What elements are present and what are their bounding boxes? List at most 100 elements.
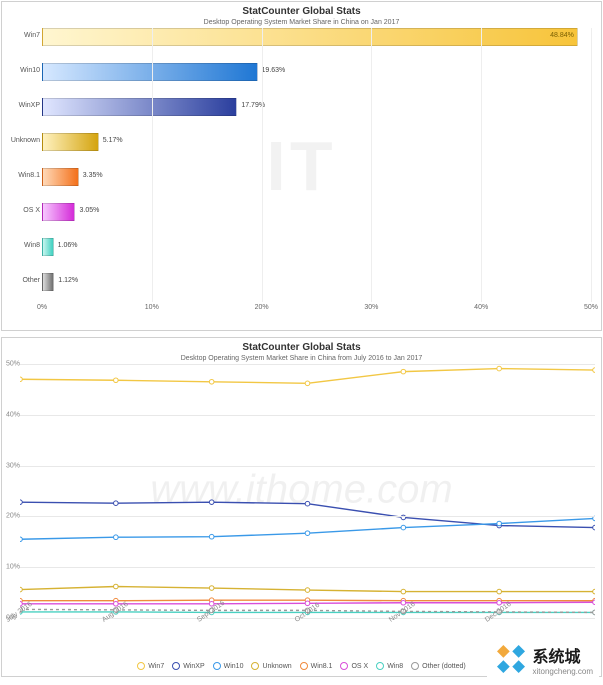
legend-swatch [172, 662, 180, 670]
bar-category-label: Unknown [4, 137, 40, 144]
bar-chart-subtitle: Desktop Operating System Market Share in… [2, 19, 601, 26]
line-y-tick: 40% [6, 411, 20, 418]
bar-category-label: OS X [4, 207, 40, 214]
series-marker [593, 525, 595, 530]
line-y-tick: 30% [6, 462, 20, 469]
bar-x-tick: 20% [255, 304, 269, 311]
bar-gridline [591, 28, 592, 302]
series-marker [401, 600, 406, 605]
bar-row: OS X3.05% [42, 203, 591, 223]
series-marker [209, 500, 214, 505]
legend-swatch [411, 662, 419, 670]
bar-chart-x-axis: 0%10%20%30%40%50% [42, 304, 591, 318]
line-chart-svg [20, 364, 595, 618]
brand-badge: 系统城 xitongcheng.com [487, 637, 599, 681]
legend-label: Other (dotted) [422, 663, 466, 670]
bar-row: Win748.84% [42, 28, 591, 48]
series-marker [114, 501, 119, 506]
bar [42, 133, 99, 151]
bar-gridline [262, 28, 263, 302]
legend-label: WinXP [183, 663, 204, 670]
bar-row: Win81.06% [42, 238, 591, 258]
legend-item: Unknown [251, 662, 291, 670]
line-chart-plot-area: 0%10%20%30%40%50% [20, 364, 595, 618]
bar [42, 273, 54, 291]
series-marker [20, 377, 22, 382]
line-y-tick: 50% [6, 361, 20, 368]
bar-value-label: 5.17% [103, 137, 123, 144]
bar [42, 98, 237, 116]
legend-label: OS X [351, 663, 368, 670]
brand-url: xitongcheng.com [533, 667, 593, 676]
legend-swatch [137, 662, 145, 670]
series-marker [593, 368, 595, 373]
series-marker [114, 584, 119, 589]
series-marker [305, 588, 310, 593]
bar-row: Unknown5.17% [42, 133, 591, 153]
bar-category-label: Win7 [4, 32, 40, 39]
line-y-tick: 10% [6, 564, 20, 571]
legend-item: Win8 [376, 662, 403, 670]
bar-value-label: 48.84% [550, 32, 574, 39]
bar [42, 63, 258, 81]
bar-row: WinXP17.79% [42, 98, 591, 118]
legend-swatch [340, 662, 348, 670]
legend-item: OS X [340, 662, 368, 670]
bar-x-tick: 10% [145, 304, 159, 311]
series-marker [497, 600, 502, 605]
line-chart-title: StatCounter Global Stats [2, 342, 601, 353]
series-marker [497, 366, 502, 371]
bar-category-label: Win10 [4, 67, 40, 74]
series-marker [401, 525, 406, 530]
series-marker [497, 521, 502, 526]
series-marker [305, 531, 310, 536]
series-marker [114, 535, 119, 540]
bar-chart-title: StatCounter Global Stats [2, 6, 601, 17]
series-marker [593, 610, 595, 615]
legend-item: Win8.1 [300, 662, 333, 670]
legend-label: Win8.1 [311, 663, 333, 670]
series-marker [20, 537, 22, 542]
legend-item: Win10 [213, 662, 244, 670]
bar-value-label: 3.35% [83, 172, 103, 179]
bar-category-label: Win8 [4, 242, 40, 249]
line-chart-panel: StatCounter Global Stats Desktop Operati… [1, 337, 602, 677]
line-gridline [20, 466, 595, 467]
brand-logo-icon [493, 641, 529, 677]
bar-value-label: 1.12% [58, 277, 78, 284]
line-gridline [20, 516, 595, 517]
bar [42, 28, 578, 46]
bar-value-label: 3.05% [79, 207, 99, 214]
bar-gridline [481, 28, 482, 302]
legend-swatch [251, 662, 259, 670]
bar [42, 168, 79, 186]
legend-label: Win7 [148, 663, 164, 670]
series-marker [305, 501, 310, 506]
legend-item: Other (dotted) [411, 662, 466, 670]
bar-gridline [152, 28, 153, 302]
series-marker [593, 600, 595, 605]
series-marker [401, 589, 406, 594]
bar-x-tick: 30% [364, 304, 378, 311]
bar-row: Win8.13.35% [42, 168, 591, 188]
bar-value-label: 19.63% [262, 67, 286, 74]
legend-swatch [213, 662, 221, 670]
bar-chart-panel: StatCounter Global Stats Desktop Operati… [1, 1, 602, 331]
series-marker [401, 369, 406, 374]
legend-item: WinXP [172, 662, 204, 670]
legend-label: Win8 [387, 663, 403, 670]
series-marker [20, 500, 22, 505]
bar-x-tick: 50% [584, 304, 598, 311]
series-marker [114, 378, 119, 383]
series-marker [497, 589, 502, 594]
bar-gridline [371, 28, 372, 302]
legend-swatch [300, 662, 308, 670]
series-marker [305, 601, 310, 606]
brand-name: 系统城 [533, 643, 593, 667]
bar-x-tick: 0% [37, 304, 47, 311]
legend-swatch [376, 662, 384, 670]
series-marker [209, 379, 214, 384]
bar-category-label: WinXP [4, 102, 40, 109]
bar-value-label: 1.06% [58, 242, 78, 249]
bar-row: Win1019.63% [42, 63, 591, 83]
